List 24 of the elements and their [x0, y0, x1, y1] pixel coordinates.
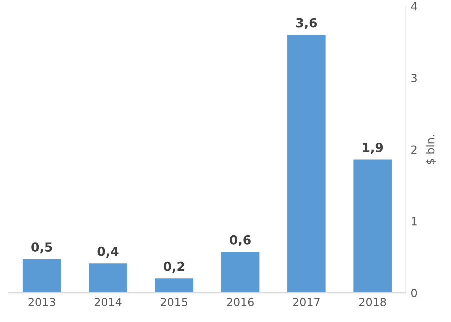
y-tick-label: 3: [412, 74, 417, 82]
bar: [286, 34, 328, 294]
data-label: 0,6: [230, 235, 251, 246]
data-label: 3,6: [296, 18, 318, 30]
x-tick-label: 2013: [28, 298, 56, 306]
y-axis-title: $ bln.: [426, 135, 436, 164]
bar: [88, 262, 129, 294]
data-label: 0,5: [32, 242, 52, 254]
x-tick-label: 2016: [227, 298, 254, 306]
x-tick-label: 2018: [360, 298, 386, 306]
data-label: 0,4: [98, 246, 119, 258]
y-tick-label: 0: [411, 288, 418, 298]
bar: [154, 277, 195, 294]
bar: [22, 258, 63, 294]
x-tick-label: 2017: [293, 298, 320, 306]
x-tick-label: 2015: [161, 298, 188, 306]
y-tick-label: 2: [412, 146, 417, 154]
x-tick-label: 2014: [94, 298, 122, 306]
data-label: 1,9: [363, 143, 384, 154]
y-tick-label: 1: [412, 217, 417, 226]
bar: [220, 250, 262, 294]
data-label: 0,2: [164, 262, 184, 273]
bar: [352, 158, 394, 294]
y-tick-label: 4: [411, 2, 418, 11]
